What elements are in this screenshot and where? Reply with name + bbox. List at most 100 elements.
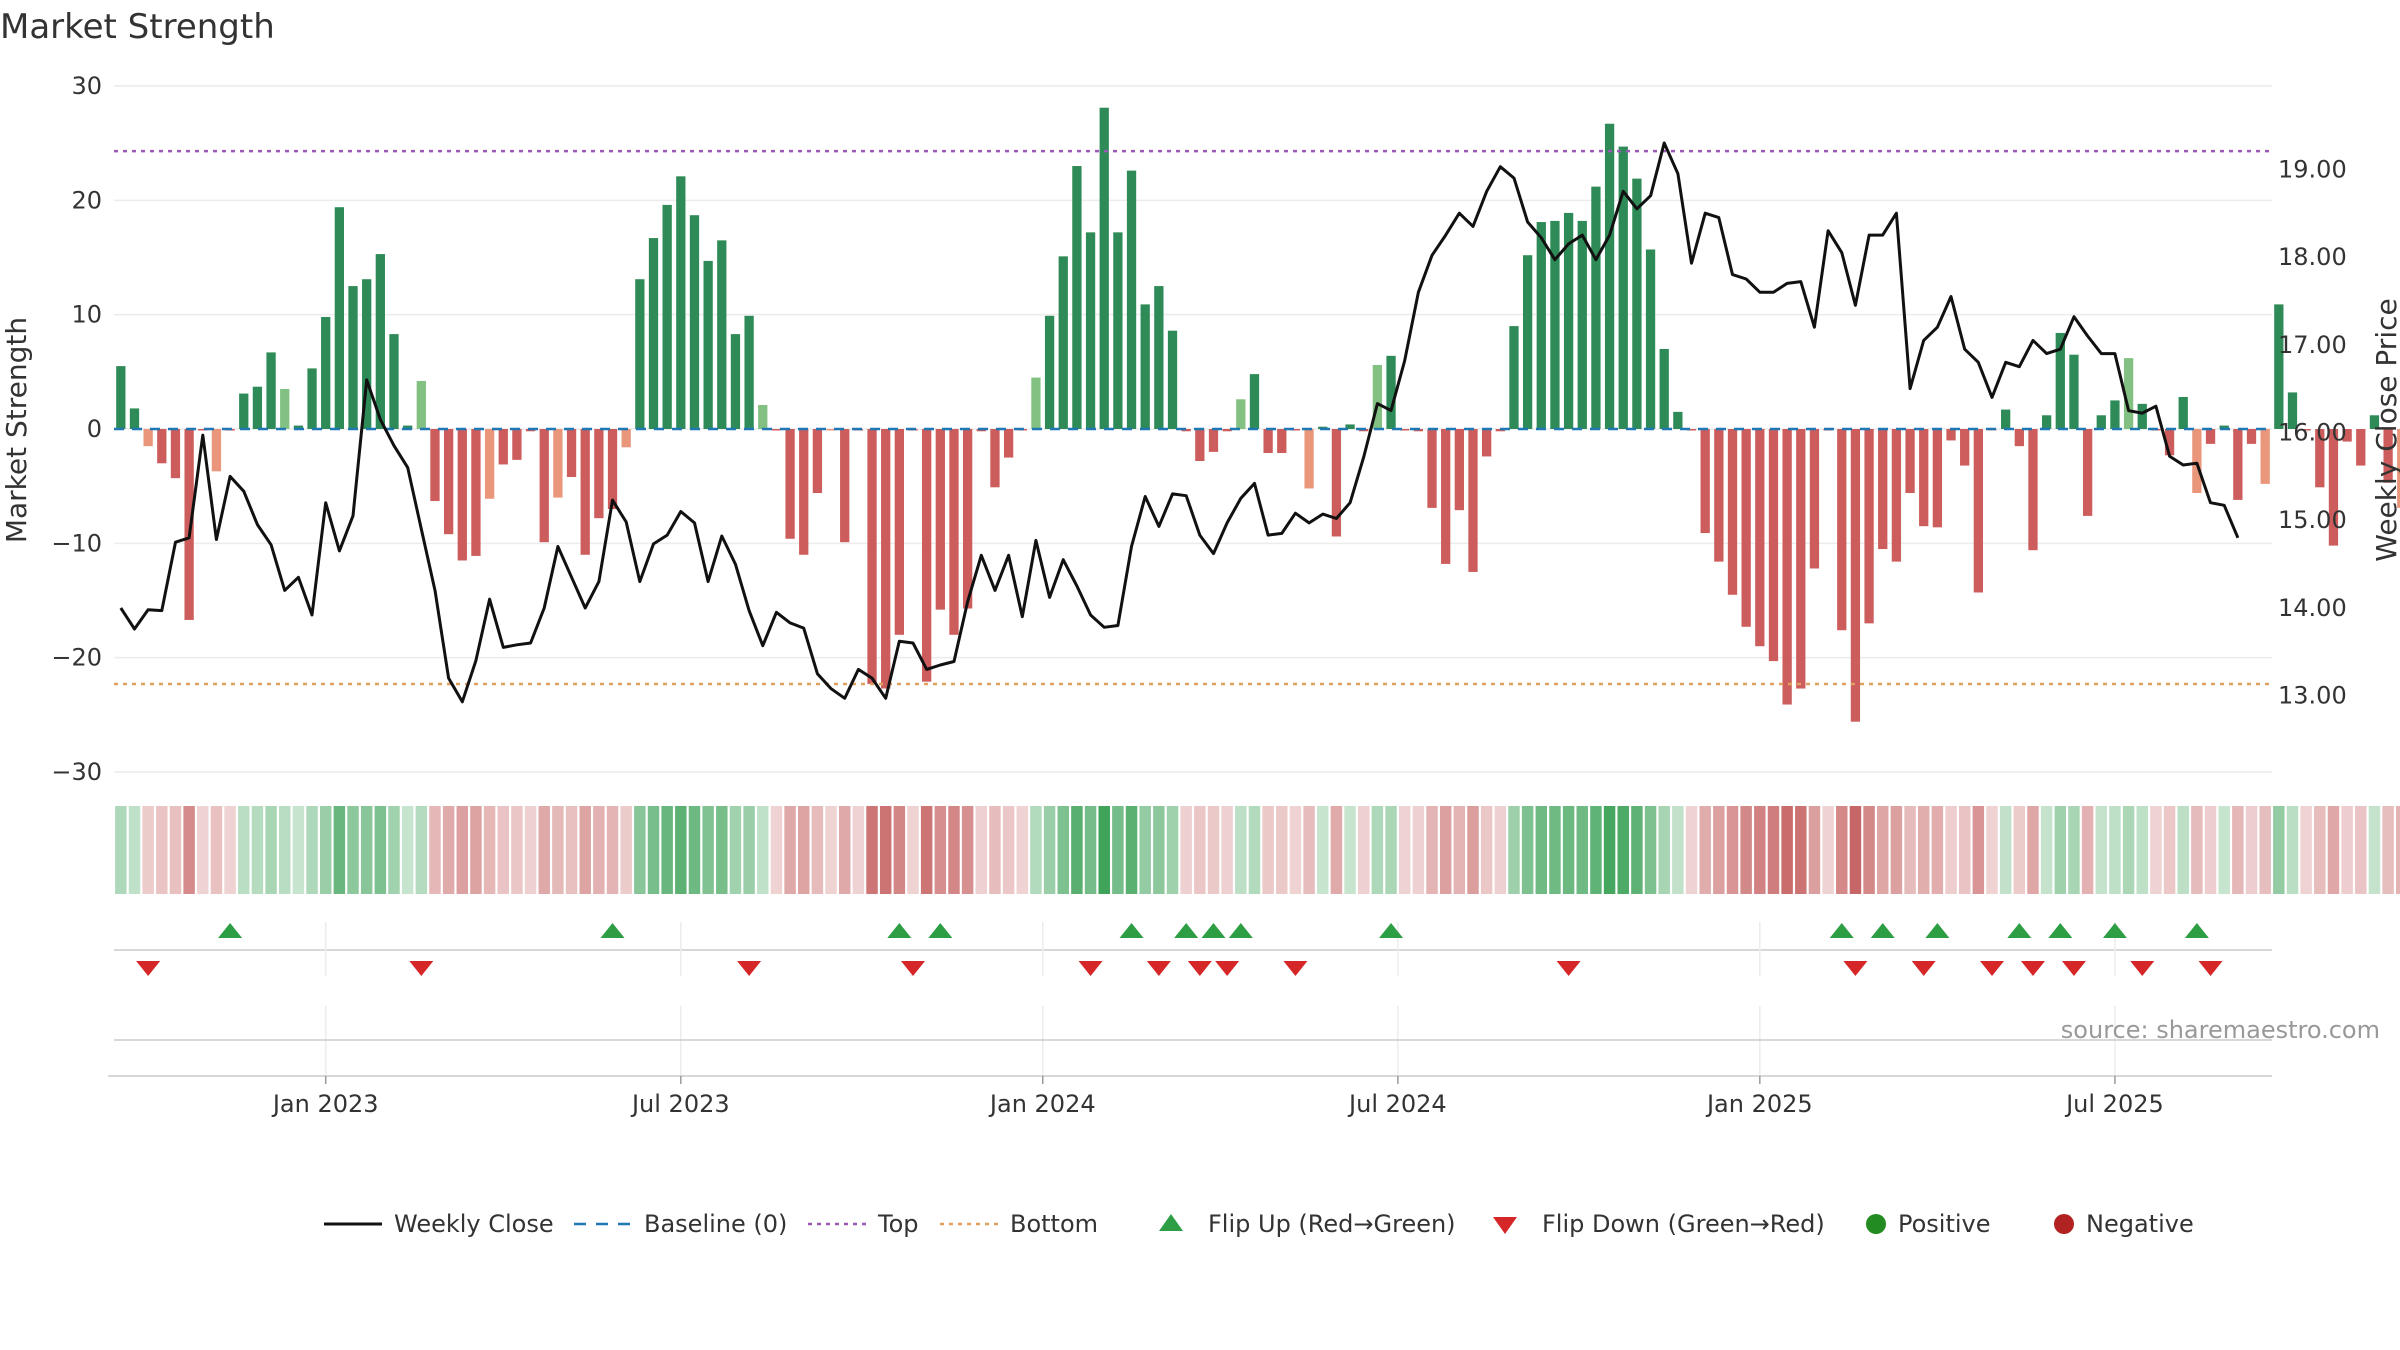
strength-bar-40 bbox=[662, 204, 672, 429]
strength-bar-60 bbox=[935, 429, 945, 610]
week-cell-159 bbox=[2286, 806, 2299, 894]
week-cell-120 bbox=[1754, 806, 1766, 894]
strength-bar-17 bbox=[348, 286, 358, 429]
week-cell-94 bbox=[1398, 806, 1411, 894]
week-cell-155 bbox=[2232, 806, 2244, 894]
strength-bar-1 bbox=[129, 408, 140, 429]
week-cell-72 bbox=[1098, 806, 1110, 894]
week-cell-121 bbox=[1767, 806, 1780, 894]
strength-bar-133 bbox=[1932, 429, 1943, 528]
week-cell-16 bbox=[333, 806, 346, 894]
strength-bar-118 bbox=[1727, 429, 1738, 595]
week-cell-105 bbox=[1549, 806, 1561, 894]
week-cell-32 bbox=[552, 806, 564, 894]
week-cell-95 bbox=[1412, 806, 1425, 894]
strength-bar-29 bbox=[512, 429, 522, 460]
week-cell-138 bbox=[1999, 806, 2012, 894]
strength-bar-106 bbox=[1563, 212, 1574, 429]
week-cell-131 bbox=[1904, 806, 1916, 894]
strength-bar-15 bbox=[321, 316, 331, 429]
strength-bar-6 bbox=[198, 429, 208, 431]
strength-bar-167 bbox=[2397, 429, 2400, 508]
week-cell-90 bbox=[1344, 806, 1356, 894]
weekly-close-polyline bbox=[119, 141, 2240, 704]
strength-bar-56 bbox=[881, 429, 891, 689]
week-cell-89 bbox=[1330, 806, 1343, 894]
week-cell-80 bbox=[1207, 806, 1220, 894]
week-cell-24 bbox=[442, 806, 455, 894]
week-cell-51 bbox=[811, 806, 824, 894]
week-cell-45 bbox=[729, 806, 742, 894]
week-cell-50 bbox=[798, 806, 810, 894]
week-cell-130 bbox=[1890, 806, 1903, 894]
strength-bar-111 bbox=[1632, 178, 1642, 429]
strength-bar-61 bbox=[949, 429, 959, 635]
strength-bar-104 bbox=[1536, 222, 1546, 429]
week-cell-62 bbox=[961, 806, 974, 894]
strength-bar-152 bbox=[2192, 429, 2202, 494]
strength-bar-120 bbox=[1755, 429, 1765, 647]
strength-bar-7 bbox=[211, 429, 222, 472]
week-cell-146 bbox=[2109, 806, 2121, 894]
week-cell-47 bbox=[757, 806, 769, 894]
week-cell-82 bbox=[1235, 806, 1247, 894]
left-axis-label: Market Strength bbox=[0, 317, 33, 543]
strength-bar-28 bbox=[498, 429, 508, 465]
week-cell-84 bbox=[1262, 806, 1274, 894]
week-cell-114 bbox=[1672, 806, 1684, 894]
week-cell-5 bbox=[183, 806, 195, 894]
week-cell-21 bbox=[401, 806, 414, 894]
legend-item-3: Bottom bbox=[940, 1210, 1098, 1238]
strength-bar-43 bbox=[703, 260, 713, 429]
flip-up-marker-8 bbox=[1379, 923, 1404, 938]
strength-bar-84 bbox=[1263, 429, 1273, 454]
week-cell-102 bbox=[1508, 806, 1520, 894]
week-cell-60 bbox=[934, 806, 947, 894]
week-cell-99 bbox=[1467, 806, 1479, 894]
week-cell-0 bbox=[115, 806, 127, 894]
week-cell-38 bbox=[634, 806, 646, 894]
strength-bar-52 bbox=[826, 429, 836, 431]
strength-bar-99 bbox=[1468, 429, 1478, 572]
flip-down-marker-10 bbox=[1843, 961, 1868, 976]
strength-bar-12 bbox=[280, 388, 290, 429]
flip-up-marker-15 bbox=[2184, 923, 2209, 938]
strength-bar-105 bbox=[1550, 220, 1560, 429]
week-cell-93 bbox=[1385, 806, 1397, 894]
week-cell-42 bbox=[688, 806, 701, 894]
week-cell-70 bbox=[1071, 806, 1083, 894]
x-tick-label-4: Jan 2025 bbox=[1705, 1090, 1813, 1118]
week-cell-106 bbox=[1562, 806, 1575, 894]
strength-bar-77 bbox=[1167, 330, 1178, 429]
week-cell-147 bbox=[2122, 806, 2135, 894]
week-cell-40 bbox=[661, 806, 673, 894]
flip-down-marker-7 bbox=[1215, 961, 1240, 976]
flip-down-marker-15 bbox=[2130, 961, 2155, 976]
strength-bar-19 bbox=[375, 254, 385, 429]
strength-bar-4 bbox=[170, 429, 181, 479]
week-cell-73 bbox=[1112, 806, 1124, 894]
strength-bar-98 bbox=[1454, 429, 1464, 511]
week-cell-8 bbox=[224, 806, 236, 894]
week-cell-28 bbox=[497, 806, 509, 894]
week-cell-117 bbox=[1713, 806, 1725, 894]
strength-bar-39 bbox=[648, 238, 659, 429]
week-cell-112 bbox=[1644, 806, 1657, 894]
strength-bar-94 bbox=[1400, 429, 1410, 431]
week-cell-52 bbox=[825, 806, 837, 894]
strength-bar-147 bbox=[2123, 358, 2134, 429]
week-cell-134 bbox=[1945, 806, 1957, 894]
right-axis-label: Weekly Close Price bbox=[2370, 298, 2400, 561]
strength-bar-146 bbox=[2110, 400, 2120, 429]
right-tick-label-5: 14.00 bbox=[2278, 594, 2347, 622]
week-cell-54 bbox=[852, 806, 865, 894]
strength-bar-100 bbox=[1482, 429, 1492, 457]
strength-bar-73 bbox=[1113, 232, 1123, 429]
week-cell-140 bbox=[2027, 806, 2039, 894]
strength-bar-67 bbox=[1031, 377, 1041, 429]
strength-bar-80 bbox=[1208, 429, 1219, 452]
legend-item-5: Flip Down (Green→Red) bbox=[1493, 1210, 1825, 1238]
strength-bar-138 bbox=[2001, 409, 2011, 429]
flip-down-marker-14 bbox=[2061, 961, 2086, 976]
strength-bar-139 bbox=[2014, 429, 2024, 447]
